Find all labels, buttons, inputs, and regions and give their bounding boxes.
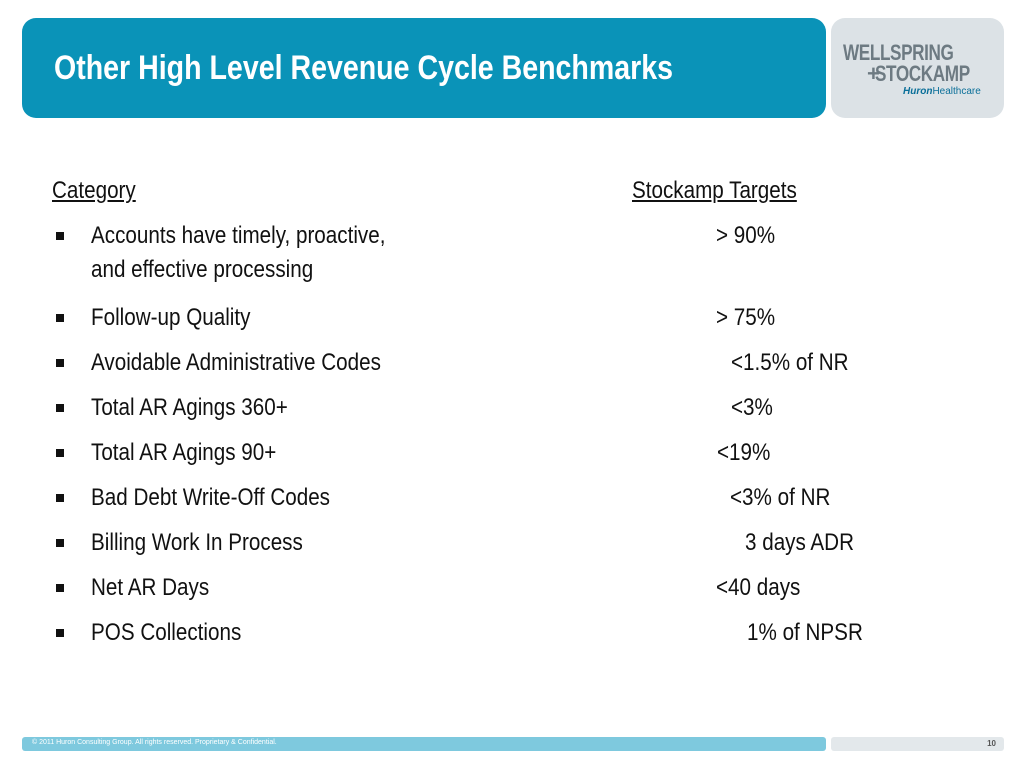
benchmark-target: <40 days [716, 574, 801, 601]
logo-stockamp: STOCKAMP [875, 61, 970, 86]
benchmark-target: <19% [717, 439, 771, 466]
bullet-icon [56, 494, 64, 502]
targets-header: Stockamp Targets [632, 177, 797, 204]
bullet-icon [56, 404, 64, 412]
bullet-icon [56, 449, 64, 457]
benchmark-target: <1.5% of NR [731, 349, 849, 376]
page-number: 10 [987, 739, 996, 748]
title-bar: Other High Level Revenue Cycle Benchmark… [22, 18, 826, 118]
slide-title: Other High Level Revenue Cycle Benchmark… [54, 49, 674, 87]
slide-content: Category Stockamp Targets Accounts have … [52, 177, 863, 646]
company-logo: WELLSPRING + STOCKAMP HuronHealthcare [831, 18, 1004, 118]
logo-healthcare: Healthcare [932, 86, 981, 97]
benchmark-target: 1% of NPSR [747, 619, 863, 646]
benchmark-label: POS Collections [91, 619, 242, 646]
benchmark-label: Avoidable Administrative Codes [91, 349, 381, 376]
bullet-icon [56, 584, 64, 592]
benchmark-target: > 90% [716, 222, 776, 249]
benchmark-target: <3% of NR [730, 484, 831, 511]
logo-wellspring: WELLSPRING [843, 40, 954, 65]
benchmark-target: <3% [731, 394, 773, 421]
bullet-icon [56, 232, 64, 240]
bullet-icon [56, 359, 64, 367]
benchmark-label: Net AR Days [91, 574, 210, 601]
logo-plus: + [867, 61, 880, 86]
logo-huron-healthcare: HuronHealthcare [903, 86, 981, 97]
page-number-box: 10 [831, 737, 1004, 751]
copyright-text: © 2011 Huron Consulting Group. All right… [32, 739, 277, 746]
benchmark-label-line: Accounts have timely, proactive, [91, 222, 386, 249]
benchmark-label: Billing Work In Process [91, 529, 303, 556]
benchmark-label-line: and effective processing [91, 256, 314, 283]
benchmark-label: Total AR Agings 90+ [91, 439, 277, 466]
benchmark-label: Bad Debt Write-Off Codes [91, 484, 330, 511]
benchmark-target: 3 days ADR [745, 529, 854, 556]
logo-huron: Huron [903, 86, 933, 97]
bullet-icon [56, 539, 64, 547]
footer-bar: © 2011 Huron Consulting Group. All right… [22, 737, 826, 751]
benchmark-label: Follow-up Quality [91, 304, 251, 331]
benchmark-label: Accounts have timely, proactive, and eff… [91, 219, 385, 287]
category-header: Category [52, 177, 136, 204]
bullet-icon [56, 314, 64, 322]
benchmark-label: Total AR Agings 360+ [91, 394, 288, 421]
bullet-icon [56, 629, 64, 637]
benchmark-target: > 75% [716, 304, 776, 331]
